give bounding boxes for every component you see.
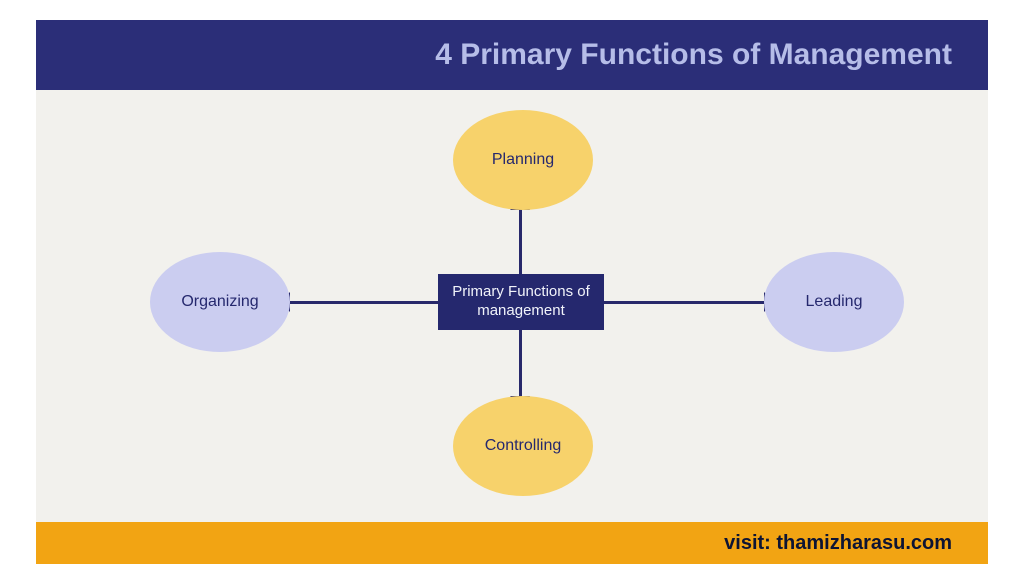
node-controlling: Controlling bbox=[453, 396, 593, 496]
slide: 4 Primary Functions of Management Primar… bbox=[0, 0, 1024, 576]
node-organizing: Organizing bbox=[150, 252, 290, 352]
header-title: 4 Primary Functions of Management bbox=[435, 38, 952, 72]
header-bar: 4 Primary Functions of Management bbox=[36, 20, 988, 90]
node-label-planning: Planning bbox=[492, 151, 554, 169]
arrow-leading bbox=[604, 301, 764, 304]
node-label-leading: Leading bbox=[806, 293, 863, 311]
arrow-planning bbox=[519, 210, 522, 274]
center-box: Primary Functions of management bbox=[438, 274, 604, 330]
center-box-label: Primary Functions of management bbox=[450, 283, 592, 321]
arrow-organizing bbox=[290, 301, 438, 304]
arrow-controlling bbox=[519, 330, 522, 396]
node-label-organizing: Organizing bbox=[181, 293, 258, 311]
node-planning: Planning bbox=[453, 110, 593, 210]
node-leading: Leading bbox=[764, 252, 904, 352]
footer-text: visit: thamizharasu.com bbox=[724, 532, 952, 555]
diagram-area: Primary Functions of management Planning L… bbox=[36, 90, 988, 522]
node-label-controlling: Controlling bbox=[485, 437, 561, 455]
footer-bar: visit: thamizharasu.com bbox=[36, 522, 988, 564]
